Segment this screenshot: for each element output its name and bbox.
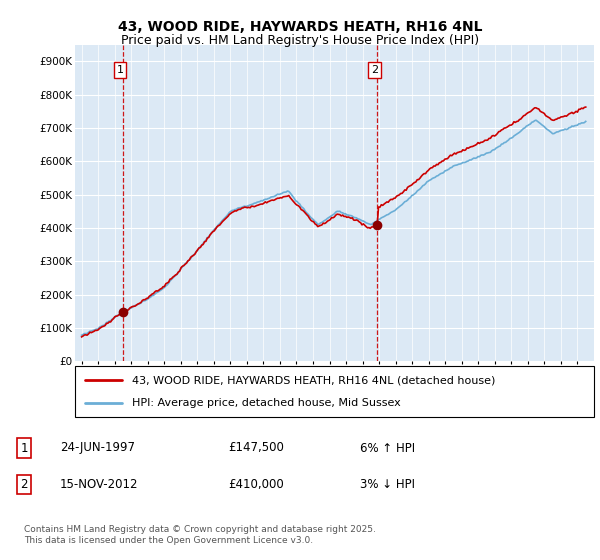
Text: £410,000: £410,000 <box>228 478 284 491</box>
Text: 43, WOOD RIDE, HAYWARDS HEATH, RH16 4NL (detached house): 43, WOOD RIDE, HAYWARDS HEATH, RH16 4NL … <box>132 375 496 385</box>
Text: 2: 2 <box>371 65 378 75</box>
Text: 1: 1 <box>116 65 124 75</box>
Text: 6% ↑ HPI: 6% ↑ HPI <box>360 441 415 455</box>
Text: 43, WOOD RIDE, HAYWARDS HEATH, RH16 4NL: 43, WOOD RIDE, HAYWARDS HEATH, RH16 4NL <box>118 20 482 34</box>
Text: £147,500: £147,500 <box>228 441 284 455</box>
Text: Contains HM Land Registry data © Crown copyright and database right 2025.
This d: Contains HM Land Registry data © Crown c… <box>24 525 376 545</box>
Text: 3% ↓ HPI: 3% ↓ HPI <box>360 478 415 491</box>
Text: 15-NOV-2012: 15-NOV-2012 <box>60 478 139 491</box>
Text: HPI: Average price, detached house, Mid Sussex: HPI: Average price, detached house, Mid … <box>132 398 401 408</box>
Text: 2: 2 <box>20 478 28 491</box>
Text: 1: 1 <box>20 441 28 455</box>
Text: Price paid vs. HM Land Registry's House Price Index (HPI): Price paid vs. HM Land Registry's House … <box>121 34 479 46</box>
Text: 24-JUN-1997: 24-JUN-1997 <box>60 441 135 455</box>
